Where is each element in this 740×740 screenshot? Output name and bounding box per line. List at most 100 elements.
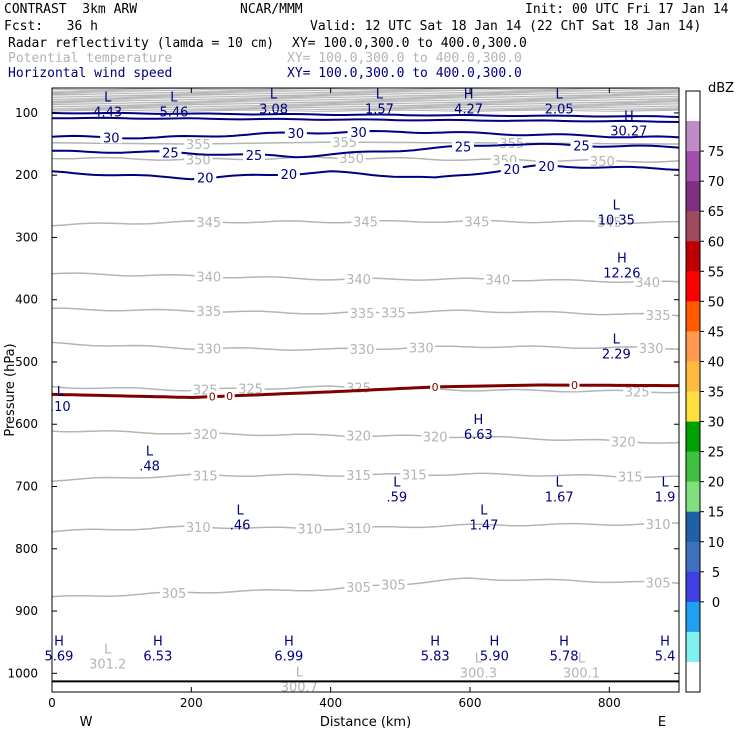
theta-label-bg — [344, 521, 373, 535]
y-tick-label: 400 — [15, 293, 38, 307]
field-theta-xy: XY= 100.0,300.0 to 400.0,300.0 — [287, 51, 522, 66]
wind-label-bg — [277, 166, 300, 180]
theta-label-bg — [330, 135, 359, 149]
colorbar-level-label: 45 — [708, 325, 725, 340]
theta-contour-label: 315 — [346, 469, 371, 484]
theta-label-bg — [348, 305, 377, 319]
wind-contour-20 — [51, 163, 680, 181]
theta-contour-label: 305 — [346, 581, 371, 596]
theta-contour-label: 335 — [350, 307, 375, 322]
theta-contour-label: 335 — [646, 309, 671, 324]
colorbar-swatch — [686, 91, 700, 122]
theta-contour-label: 345 — [353, 216, 378, 231]
wind-extremum-value: 2.29 — [602, 347, 631, 362]
theta-label-bg — [344, 468, 373, 482]
x-tick-label: 400 — [319, 696, 342, 710]
theta-label-bg — [400, 467, 429, 481]
wind-label-bg — [284, 125, 307, 139]
wind-extremum-value: 4.27 — [454, 103, 483, 118]
wind-extremum-marker: H — [473, 413, 483, 428]
wind-extremum-value: 6.53 — [143, 649, 172, 664]
x-tick-label: 600 — [459, 696, 482, 710]
theta-extremum-marker: L — [475, 652, 483, 667]
theta-upper-contour — [51, 95, 680, 98]
colorbar-level-label: 5 — [712, 566, 720, 581]
wind-contour-label: 20 — [197, 172, 214, 187]
wind-extremum-marker: H — [54, 634, 64, 649]
theta-label-bg — [407, 340, 436, 354]
theta-label-bg — [421, 429, 450, 443]
theta-label-bg — [633, 274, 662, 288]
colorbar-level-label: 55 — [708, 265, 725, 280]
colorbar-swatch — [686, 541, 700, 573]
wind-label-bg — [500, 162, 523, 176]
wind-contour-label: 30 — [288, 127, 305, 142]
theta-upper-contour — [51, 96, 679, 99]
field-reflectivity-xy: XY= 100.0,300.0 to 400.0,300.0 — [292, 36, 527, 51]
zero-contour-label: 0 — [226, 390, 233, 403]
zero-contour-label: 0 — [209, 391, 216, 404]
theta-label-bg — [236, 381, 265, 395]
wind-contour-label: 30 — [350, 126, 367, 141]
theta-upper-contour — [51, 89, 680, 92]
theta-label-bg — [295, 521, 324, 535]
theta-contour-label: 330 — [350, 343, 375, 358]
theta-label-bg — [483, 272, 512, 286]
zero-contour-label: 0 — [432, 381, 439, 394]
theta-label-bg — [194, 269, 223, 283]
wind-extremum-value: .48 — [139, 459, 160, 474]
theta-label-bg — [194, 214, 223, 228]
theta-contour-label: 305 — [162, 587, 187, 602]
colorbar-level-label: 50 — [708, 295, 725, 310]
theta-contour-label: 310 — [297, 523, 322, 538]
y-tick-label: 100 — [15, 106, 38, 120]
wind-extremum-value: 3.08 — [259, 103, 288, 118]
theta-upper-contour — [51, 106, 680, 109]
theta-contour-label: 330 — [639, 342, 664, 357]
theta-upper-contour — [51, 92, 680, 95]
wind-extremum-value: 5.90 — [480, 649, 509, 664]
theta-contour-label: 335 — [196, 305, 221, 320]
wind-extremum-marker: H — [660, 634, 670, 649]
theta-label-bg — [379, 305, 408, 319]
zero-label-bg — [430, 380, 441, 393]
theta-upper-contour — [51, 101, 680, 104]
colorbar-swatch — [686, 571, 700, 603]
theta-contour-label: 345 — [597, 216, 622, 231]
zero-label-bg — [224, 389, 235, 402]
wind-extremum-marker: H — [559, 634, 569, 649]
colorbar-level-label: 75 — [708, 145, 725, 160]
theta-contour-label: 315 — [193, 469, 218, 484]
colorbar-swatch — [686, 271, 700, 302]
theta-extremum-value: 300.7 — [281, 680, 318, 695]
y-tick-label: 500 — [15, 355, 38, 369]
theta-upper-contour — [51, 98, 680, 101]
theta-upper-contour — [52, 108, 680, 111]
colorbar-level-label: 60 — [708, 235, 725, 250]
theta-extremum-value: 301.2 — [89, 657, 126, 672]
theta-upper-contour — [51, 102, 680, 105]
wind-contour-label: 25 — [573, 139, 590, 154]
wind-extremum-marker: H — [153, 634, 163, 649]
zero-label-bg — [569, 379, 580, 392]
colorbar-swatch — [686, 361, 700, 392]
theta-contour-label: 335 — [381, 306, 406, 321]
wind-contour-label: 20 — [281, 168, 298, 183]
y-tick-label: 900 — [15, 604, 38, 618]
wind-label-bg — [347, 125, 370, 139]
theta-upper-contour — [51, 105, 680, 108]
east-label: E — [658, 715, 666, 730]
theta-label-bg — [194, 304, 223, 318]
wind-extremum-value: 5.46 — [159, 106, 188, 121]
theta-label-bg — [191, 468, 220, 482]
wind-extremum-value: 1.67 — [545, 491, 574, 506]
field-reflectivity-label: Radar reflectivity (lamda = 10 cm) — [8, 36, 275, 51]
theta-contour-label: 350 — [590, 155, 615, 170]
theta-contour-label: 330 — [196, 342, 221, 357]
wind-extremum-value: 5.78 — [550, 649, 579, 664]
wind-label-bg — [570, 138, 593, 152]
theta-contour-label: 310 — [346, 522, 371, 537]
